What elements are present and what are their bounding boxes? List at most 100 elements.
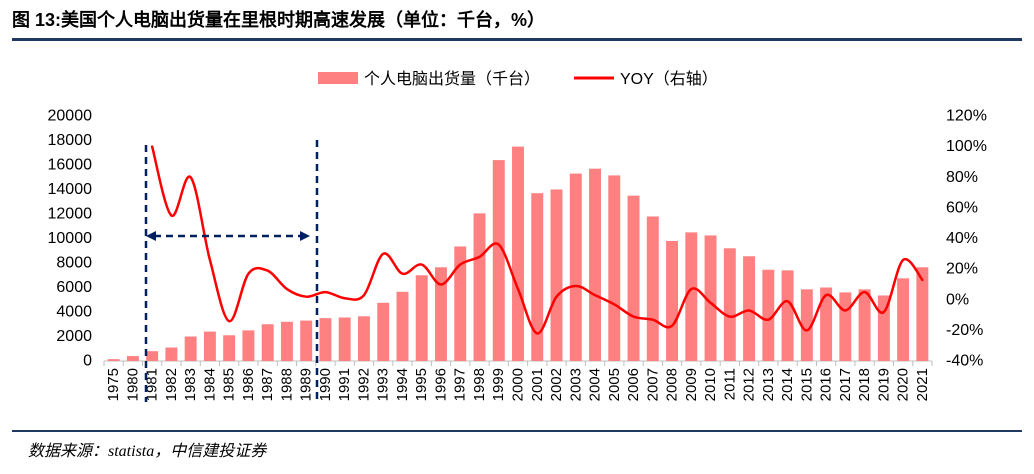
left-axis-tick-label: 20000 <box>48 108 93 125</box>
x-axis-tick-label: 1996 <box>432 368 449 401</box>
yoy-point-2005 <box>613 303 616 306</box>
x-axis-tick-label: 2008 <box>664 368 681 401</box>
x-axis-tick-label: 2018 <box>856 368 873 401</box>
x-axis-tick-label: 2016 <box>818 368 835 401</box>
yoy-point-1988 <box>285 288 288 291</box>
x-axis-tick-label: 1987 <box>259 368 276 401</box>
yoy-point-2001 <box>536 332 539 335</box>
yoy-point-2013 <box>767 318 770 321</box>
x-axis-tick-label: 2003 <box>567 368 584 401</box>
x-axis-tick-label: 1992 <box>355 368 372 401</box>
shipment-bar-1990 <box>319 318 332 361</box>
x-axis-tick-label: 2015 <box>798 368 815 401</box>
x-axis-tick-label: 1989 <box>298 368 315 401</box>
right-axis-tick-label: -20% <box>946 322 983 339</box>
yoy-point-2008 <box>671 324 674 327</box>
x-axis-tick-label: 1975 <box>105 368 122 401</box>
x-axis-tick-label: 2006 <box>625 368 642 401</box>
shipment-bar-2013 <box>762 269 775 361</box>
left-axis-tick-label: 12000 <box>48 206 93 223</box>
shipment-bar-2015 <box>800 289 813 361</box>
x-axis-tick-label: 2017 <box>837 368 854 401</box>
shipment-bar-1989 <box>300 320 313 361</box>
shipment-bar-2003 <box>569 173 582 361</box>
x-axis-tick-label: 1988 <box>278 368 295 401</box>
shipment-bar-1998 <box>473 213 486 361</box>
yoy-line-series <box>150 145 924 335</box>
yoy-point-1983 <box>189 176 192 179</box>
x-axis-tick-label: 1997 <box>452 368 469 401</box>
yoy-point-1994 <box>401 272 404 275</box>
shipment-bar-1987 <box>261 324 274 361</box>
x-axis-tick-label: 2009 <box>683 368 700 401</box>
yoy-point-1984 <box>208 258 211 261</box>
yoy-point-2015 <box>805 329 808 332</box>
x-axis-tick-label: 2012 <box>741 368 758 401</box>
shipment-bar-1975 <box>107 359 120 361</box>
yoy-point-2010 <box>709 301 712 304</box>
shipment-bar-1984 <box>203 331 216 361</box>
right-axis-tick-label: 40% <box>946 230 978 247</box>
shipment-bar-2012 <box>743 256 756 361</box>
x-axis-tick-label: 2013 <box>760 368 777 401</box>
x-axis-tick-label: 2014 <box>779 368 796 401</box>
x-axis-tick-label: 2002 <box>548 368 565 401</box>
legend: 个人电脑出货量（千台） YOY（右轴） <box>318 70 718 88</box>
shipment-bar-1997 <box>454 246 467 361</box>
right-axis-tick-label: -40% <box>946 353 983 370</box>
shipment-bar-series <box>107 146 929 361</box>
title-divider <box>12 38 1022 41</box>
x-axis-tick-label: 1994 <box>394 368 411 401</box>
shipment-bar-2011 <box>723 248 736 361</box>
yoy-point-1998 <box>478 255 481 258</box>
x-axis-tick-label: 1990 <box>317 368 334 401</box>
left-axis-tick-label: 8000 <box>56 255 92 272</box>
x-axis-tick-label: 1985 <box>221 368 238 401</box>
yoy-line <box>150 145 924 335</box>
yoy-point-1981 <box>151 145 154 148</box>
x-axis-tick-label: 1983 <box>182 368 199 401</box>
legend-label-bar: 个人电脑出货量（千台） <box>364 70 540 88</box>
x-axis-tick-label: 1980 <box>124 368 141 401</box>
x-axis-tick-label: 1981 <box>144 368 161 401</box>
yoy-point-1982 <box>170 214 173 217</box>
legend-label-line: YOY（右轴） <box>620 70 718 88</box>
shipment-bar-1982 <box>165 347 178 361</box>
yoy-point-2017 <box>844 309 847 312</box>
shipment-bar-2019 <box>877 295 890 361</box>
right-axis: -40% -20% 0% 20% 40% 60% 80% 100% 120% <box>946 108 987 370</box>
x-axis-tick-label: 2007 <box>644 368 661 401</box>
shipment-bar-1986 <box>242 330 255 361</box>
right-axis-tick-label: 60% <box>946 199 978 216</box>
shipment-bar-1991 <box>338 317 351 361</box>
x-axis-tick-label: 2010 <box>702 368 719 401</box>
shipment-bar-1981 <box>146 351 159 361</box>
left-axis-tick-label: 6000 <box>56 279 92 296</box>
x-axis-tick-label: 1984 <box>201 368 218 401</box>
shipment-bar-1983 <box>184 336 197 361</box>
right-axis-tick-label: 120% <box>946 108 987 125</box>
yoy-point-2020 <box>902 258 905 261</box>
left-axis-tick-label: 2000 <box>56 328 92 345</box>
shipment-bar-2002 <box>550 189 563 361</box>
yoy-point-2002 <box>555 295 558 298</box>
yoy-point-1999 <box>497 243 500 246</box>
x-axis-tick-label: 2001 <box>529 368 546 401</box>
yoy-point-1991 <box>343 297 346 300</box>
x-axis-tick-label: 2004 <box>587 368 604 401</box>
left-axis-tick-label: 0 <box>83 353 92 370</box>
shipment-bar-2008 <box>666 240 679 361</box>
x-axis-tick-label: 2005 <box>606 368 623 401</box>
left-axis-tick-label: 10000 <box>48 230 93 247</box>
yoy-point-1997 <box>459 263 462 266</box>
left-axis-tick-label: 4000 <box>56 304 92 321</box>
left-axis-tick-label: 16000 <box>48 157 93 174</box>
yoy-point-2007 <box>651 318 654 321</box>
left-axis-tick-label: 14000 <box>48 181 93 198</box>
footer-divider <box>12 430 1022 432</box>
shipment-bar-2020 <box>897 278 910 361</box>
yoy-point-2021 <box>921 278 924 281</box>
shipment-bar-2016 <box>820 287 833 361</box>
yoy-point-2019 <box>882 311 885 314</box>
